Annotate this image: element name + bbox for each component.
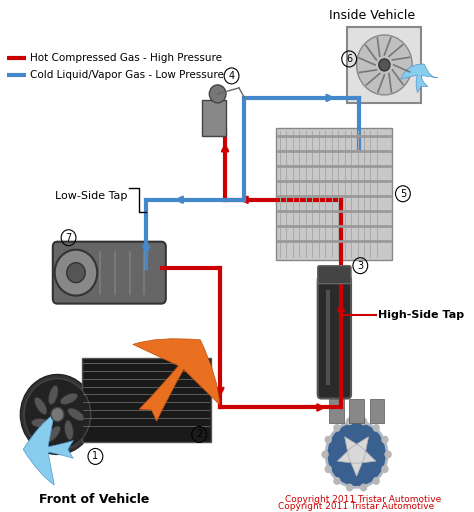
Circle shape	[373, 477, 380, 485]
Circle shape	[325, 436, 332, 444]
Text: High-Side Tap: High-Side Tap	[378, 310, 464, 319]
FancyBboxPatch shape	[318, 266, 351, 284]
Text: Low-Side Tap: Low-Side Tap	[55, 191, 128, 201]
Circle shape	[356, 35, 412, 95]
FancyBboxPatch shape	[82, 357, 211, 442]
Circle shape	[346, 483, 353, 492]
FancyBboxPatch shape	[349, 399, 364, 423]
Circle shape	[379, 59, 390, 71]
FancyBboxPatch shape	[202, 100, 226, 136]
Text: 3: 3	[357, 261, 364, 271]
Circle shape	[51, 408, 64, 421]
Text: Copyright 2011 Tristar Automotive: Copyright 2011 Tristar Automotive	[278, 502, 435, 511]
Ellipse shape	[31, 419, 50, 428]
Circle shape	[326, 421, 387, 487]
Circle shape	[384, 451, 392, 458]
Ellipse shape	[68, 408, 84, 421]
FancyBboxPatch shape	[318, 275, 351, 398]
Ellipse shape	[46, 426, 60, 442]
Circle shape	[20, 374, 94, 455]
Circle shape	[346, 417, 353, 425]
Circle shape	[325, 465, 332, 473]
FancyBboxPatch shape	[276, 128, 392, 260]
Circle shape	[67, 263, 85, 283]
Circle shape	[333, 424, 341, 432]
Circle shape	[373, 424, 380, 432]
Circle shape	[333, 477, 341, 485]
Circle shape	[381, 465, 389, 473]
Text: 1: 1	[92, 452, 99, 461]
Text: Cold Liquid/Vapor Gas - Low Pressure: Cold Liquid/Vapor Gas - Low Pressure	[30, 70, 224, 80]
Text: Front of Vehicle: Front of Vehicle	[39, 493, 149, 506]
Circle shape	[360, 417, 367, 425]
Ellipse shape	[64, 420, 73, 440]
Circle shape	[360, 483, 367, 492]
FancyBboxPatch shape	[329, 399, 344, 423]
FancyBboxPatch shape	[370, 399, 384, 423]
Text: Inside Vehicle: Inside Vehicle	[329, 10, 415, 23]
Text: Hot Compressed Gas - High Pressure: Hot Compressed Gas - High Pressure	[30, 53, 222, 63]
Circle shape	[381, 436, 389, 444]
Text: 6: 6	[346, 54, 352, 64]
FancyBboxPatch shape	[347, 27, 421, 103]
Polygon shape	[337, 437, 376, 476]
FancyBboxPatch shape	[53, 242, 166, 304]
Circle shape	[321, 451, 329, 458]
Text: 4: 4	[228, 71, 235, 81]
Circle shape	[24, 378, 91, 451]
Ellipse shape	[35, 397, 47, 414]
Text: Copyright 2011 Tristar Automotive: Copyright 2011 Tristar Automotive	[285, 495, 441, 504]
Text: 7: 7	[65, 232, 72, 243]
Ellipse shape	[60, 393, 78, 404]
Ellipse shape	[48, 386, 58, 404]
Circle shape	[55, 250, 97, 295]
Text: 2: 2	[196, 430, 202, 439]
Text: 5: 5	[400, 189, 406, 199]
Circle shape	[210, 85, 226, 103]
